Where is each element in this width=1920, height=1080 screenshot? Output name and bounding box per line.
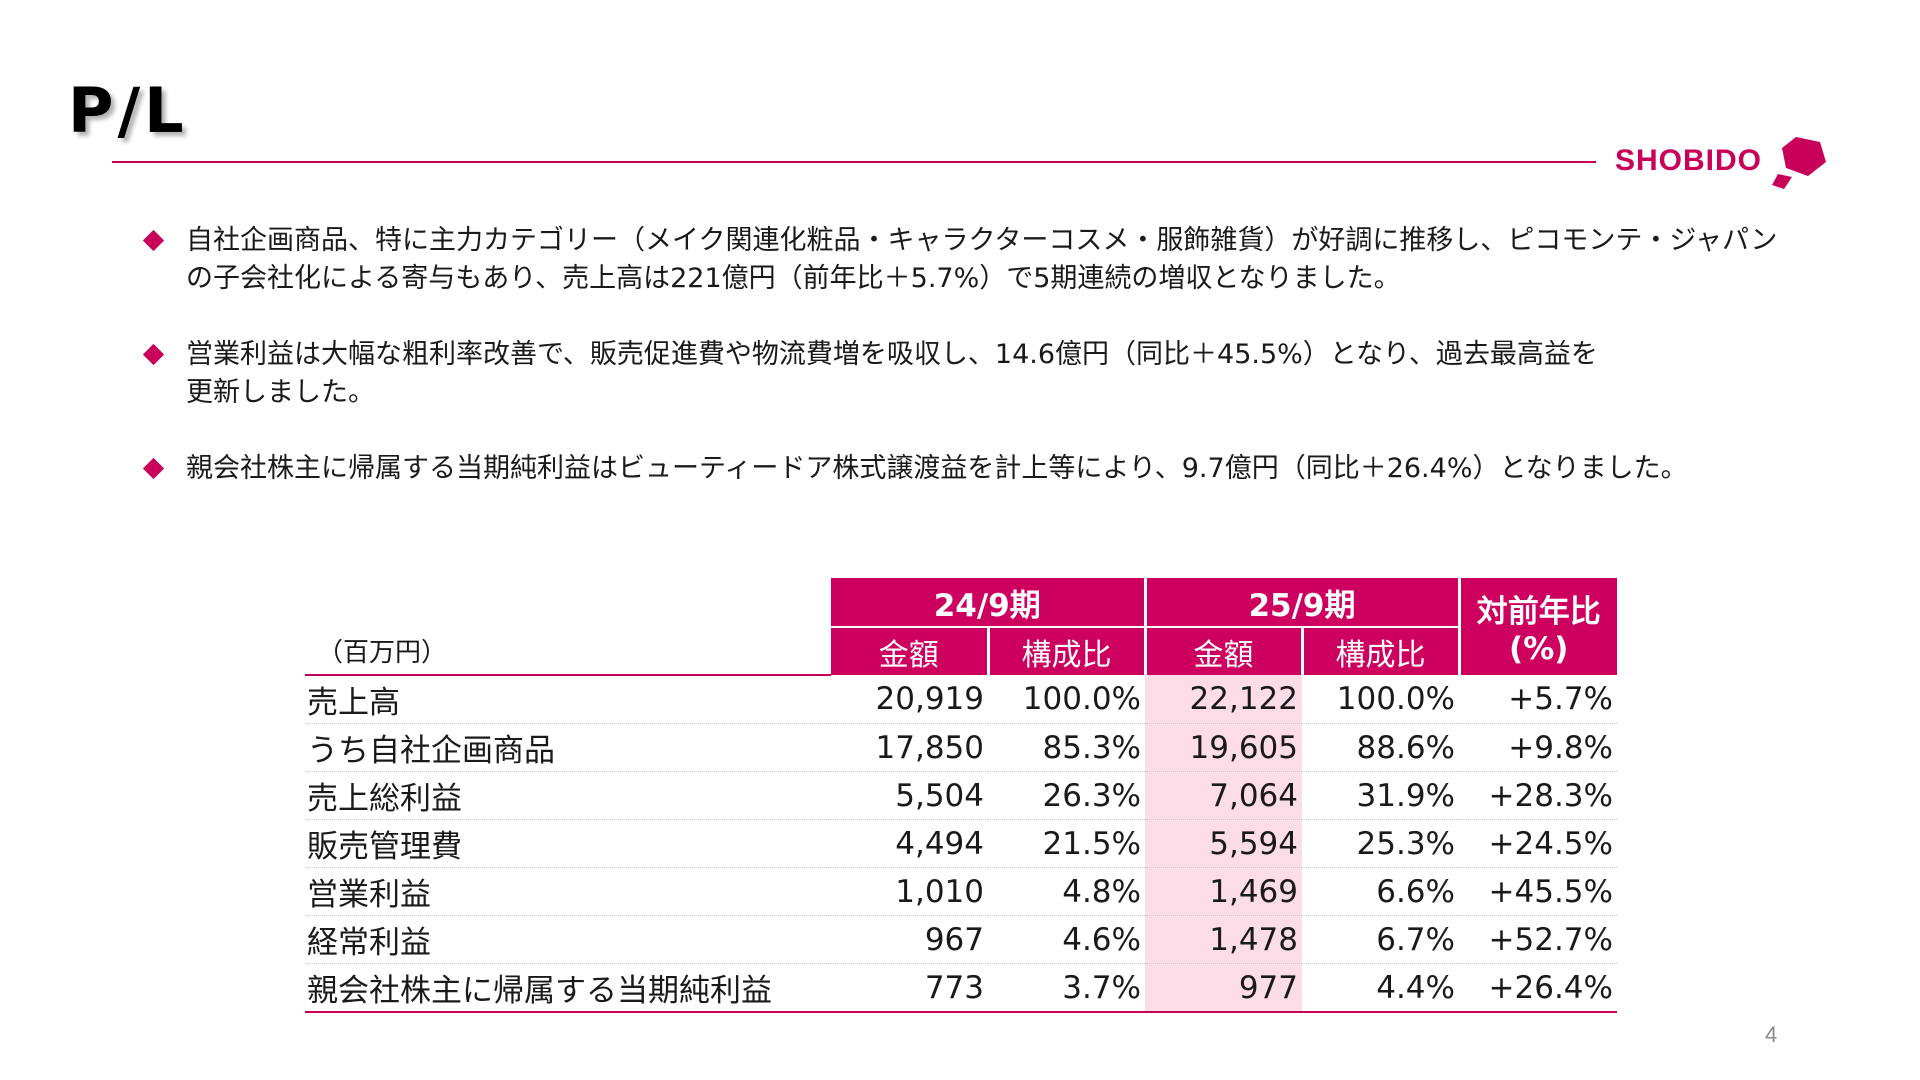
pl-table: 24/9期 25/9期 対前年比 (%) （百万円） 金額 構成比 金額 構成比… [305, 578, 1617, 1013]
summary-bullets: 自社企画商品、特に主力カテゴリー（メイク関連化粧品・キャラクターコスメ・服飾雑貨… [142, 222, 1792, 526]
row-label: 営業利益 [305, 867, 831, 916]
ratio-24: 3.7% [988, 963, 1145, 1013]
bullet-line: の子会社化による寄与もあり、売上高は221億円（前年比＋5.7%）で5期連続の増… [186, 263, 1401, 294]
header-blank-cell [305, 578, 831, 627]
table-row: 販売管理費 4,494 21.5% 5,594 25.3% +24.5% [305, 819, 1617, 868]
row-label: うち自社企画商品 [305, 723, 831, 772]
ratio-25: 4.4% [1302, 963, 1459, 1013]
amount-24: 20,919 [831, 675, 988, 724]
page-number: 4 [1765, 1022, 1778, 1047]
amount-24: 967 [831, 915, 988, 964]
diamond-bullet-icon [142, 343, 165, 366]
yoy-value: +9.8% [1459, 723, 1617, 772]
row-label: 売上高 [305, 675, 831, 724]
bullet-line: 自社企画商品、特に主力カテゴリー（メイク関連化粧品・キャラクターコスメ・服飾雑貨… [186, 225, 1778, 256]
bullet-item-net-income: 親会社株主に帰属する当期純利益はビューティードア株式譲渡益を計上等により、9.7… [142, 450, 1792, 488]
diamond-bullet-icon [142, 457, 165, 480]
table-row: 営業利益 1,010 4.8% 1,469 6.6% +45.5% [305, 867, 1617, 916]
table-row: 親会社株主に帰属する当期純利益 773 3.7% 977 4.4% +26.4% [305, 963, 1617, 1013]
ratio-25: 31.9% [1302, 771, 1459, 820]
amount-24: 773 [831, 963, 988, 1013]
yoy-value: +28.3% [1459, 771, 1617, 820]
slide-title: P/L [68, 74, 188, 147]
yoy-value: +52.7% [1459, 915, 1617, 964]
period-25-header: 25/9期 [1143, 578, 1459, 628]
ratio-25: 6.6% [1302, 867, 1459, 916]
logo-flower-icon [1772, 137, 1826, 189]
amount-header-25: 金額 [1143, 627, 1302, 675]
yoy-header-line1: 対前年比 [1476, 594, 1601, 630]
table-row: 売上高 20,919 100.0% 22,122 100.0% +5.7% [305, 675, 1617, 724]
bullet-item-operating-profit: 営業利益は大幅な粗利率改善で、販売促進費や物流費増を吸収し、14.6億円（同比＋… [142, 336, 1792, 412]
yoy-value: +45.5% [1459, 867, 1617, 916]
company-logo: SHOBIDO [1615, 134, 1830, 194]
table-row: うち自社企画商品 17,850 85.3% 19,605 88.6% +9.8% [305, 723, 1617, 772]
yoy-value: +24.5% [1459, 819, 1617, 868]
ratio-25: 88.6% [1302, 723, 1459, 772]
ratio-24: 4.6% [988, 915, 1145, 964]
ratio-header-24: 構成比 [986, 627, 1145, 675]
logo-text: SHOBIDO [1615, 144, 1763, 177]
title-divider [112, 161, 1596, 163]
bullet-line: 親会社株主に帰属する当期純利益はビューティードア株式譲渡益を計上等により、9.7… [186, 453, 1688, 484]
yoy-value: +26.4% [1459, 963, 1617, 1013]
amount-25: 7,064 [1145, 771, 1302, 820]
amount-25: 1,469 [1145, 867, 1302, 916]
yoy-value: +5.7% [1459, 675, 1617, 724]
table-row: 経常利益 967 4.6% 1,478 6.7% +52.7% [305, 915, 1617, 964]
amount-25: 19,605 [1145, 723, 1302, 772]
amount-25: 1,478 [1145, 915, 1302, 964]
ratio-24: 21.5% [988, 819, 1145, 868]
ratio-24: 85.3% [988, 723, 1145, 772]
amount-25: 22,122 [1145, 675, 1302, 724]
ratio-24: 4.8% [988, 867, 1145, 916]
row-label: 親会社株主に帰属する当期純利益 [305, 963, 831, 1013]
amount-header-24: 金額 [831, 627, 988, 675]
bullet-line: 更新しました。 [186, 377, 375, 408]
ratio-25: 100.0% [1302, 675, 1459, 724]
ratio-25: 25.3% [1302, 819, 1459, 868]
amount-24: 5,504 [831, 771, 988, 820]
diamond-bullet-icon [142, 229, 165, 252]
period-24-header: 24/9期 [831, 578, 1145, 628]
ratio-24: 26.3% [988, 771, 1145, 820]
amount-24: 17,850 [831, 723, 988, 772]
row-label: 経常利益 [305, 915, 831, 964]
bullet-item-revenue: 自社企画商品、特に主力カテゴリー（メイク関連化粧品・キャラクターコスメ・服飾雑貨… [142, 222, 1792, 298]
yoy-header: 対前年比 (%) [1457, 578, 1617, 675]
row-label: 売上総利益 [305, 771, 831, 820]
ratio-24: 100.0% [988, 675, 1145, 724]
amount-25: 977 [1145, 963, 1302, 1013]
amount-24: 1,010 [831, 867, 988, 916]
unit-label: （百万円） [305, 627, 831, 676]
yoy-header-line2: (%) [1509, 631, 1569, 667]
amount-24: 4,494 [831, 819, 988, 868]
ratio-header-25: 構成比 [1300, 627, 1459, 675]
bullet-line: 営業利益は大幅な粗利率改善で、販売促進費や物流費増を吸収し、14.6億円（同比＋… [186, 339, 1598, 370]
ratio-25: 6.7% [1302, 915, 1459, 964]
amount-25: 5,594 [1145, 819, 1302, 868]
table-row: 売上総利益 5,504 26.3% 7,064 31.9% +28.3% [305, 771, 1617, 820]
row-label: 販売管理費 [305, 819, 831, 868]
